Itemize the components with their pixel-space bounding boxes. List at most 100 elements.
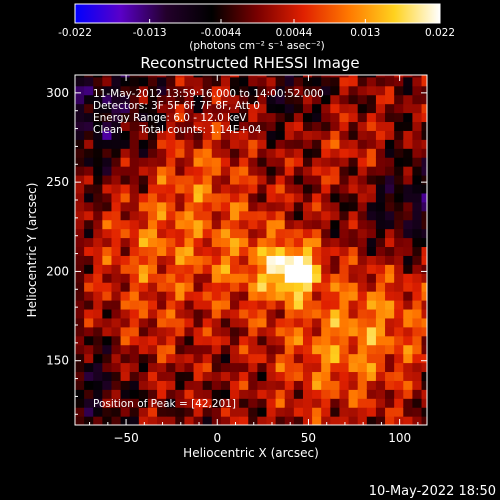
heatmap-cell <box>157 246 167 256</box>
heatmap-cell <box>248 326 258 337</box>
heatmap-cell <box>421 228 427 239</box>
heatmap-cell <box>348 192 359 203</box>
heatmap-cell <box>421 192 427 203</box>
heatmap-cell <box>202 139 213 149</box>
heatmap-cell <box>239 175 249 185</box>
heatmap-cell <box>266 282 277 292</box>
heatmap-cell <box>284 362 295 373</box>
heatmap-cell <box>266 76 277 87</box>
heatmap-cell <box>330 157 341 167</box>
heatmap-cell <box>84 148 94 158</box>
heatmap-cell <box>375 201 386 212</box>
heatmap-cell <box>230 371 240 381</box>
heatmap-cell <box>138 130 149 140</box>
heatmap-cell <box>157 166 167 176</box>
heatmap-cell <box>302 228 313 239</box>
heatmap-cell <box>111 85 122 96</box>
heatmap-cell <box>120 166 131 176</box>
heatmap-cell <box>403 326 414 337</box>
heatmap-cell <box>138 175 149 185</box>
heatmap-cell <box>166 398 176 408</box>
heatmap-cell <box>348 210 359 221</box>
heatmap-cell <box>220 344 231 355</box>
heatmap-cell <box>75 246 85 256</box>
heatmap-cell <box>394 76 404 87</box>
heatmap-cell <box>129 398 140 408</box>
heatmap-cell <box>111 228 122 239</box>
heatmap-cell <box>385 317 395 328</box>
heatmap-cell <box>147 219 158 230</box>
heatmap-cell <box>348 121 359 131</box>
heatmap-cell <box>385 273 395 283</box>
heatmap-cell <box>102 344 113 355</box>
heatmap-cell <box>202 237 213 248</box>
heatmap-cell <box>284 103 295 114</box>
heatmap-cell <box>357 380 368 390</box>
heatmap-cell <box>257 103 268 114</box>
heatmap-cell <box>257 183 268 194</box>
heatmap-cell <box>375 139 386 149</box>
heatmap-cell <box>193 175 204 185</box>
heatmap-cell <box>366 228 377 239</box>
heatmap-cell <box>284 210 295 221</box>
heatmap-cell <box>184 380 195 390</box>
heatmap-cell <box>175 308 186 319</box>
heatmap-cell <box>266 139 277 149</box>
heatmap-cell <box>321 157 331 167</box>
heatmap-cell <box>302 103 313 114</box>
heatmap-cell <box>412 308 423 319</box>
heatmap-cell <box>412 219 423 230</box>
heatmap-cell <box>339 326 350 337</box>
heatmap-cell <box>348 407 359 417</box>
heatmap-cell <box>257 166 268 176</box>
heatmap-cell <box>403 157 414 167</box>
heatmap-cell <box>193 139 204 149</box>
heatmap-cell <box>175 371 186 381</box>
heatmap-cell <box>394 246 404 256</box>
heatmap-cell <box>239 335 249 346</box>
heatmap-cell <box>147 389 158 399</box>
heatmap-cell <box>266 416 277 425</box>
heatmap-cell <box>138 353 149 364</box>
heatmap-cell <box>120 219 131 230</box>
heatmap-cell <box>366 237 377 248</box>
heatmap-cell <box>184 291 195 301</box>
heatmap-cell <box>348 219 359 230</box>
heatmap-cell <box>157 389 167 399</box>
heatmap-cell <box>111 75 122 78</box>
heatmap-cell <box>403 210 414 221</box>
heatmap-cell <box>111 94 122 105</box>
heatmap-cell <box>175 76 186 87</box>
heatmap-cell <box>266 219 277 230</box>
heatmap-cell <box>138 362 149 373</box>
heatmap-cell <box>284 273 295 283</box>
heatmap-cell <box>157 335 167 346</box>
heatmap-cell <box>230 308 240 319</box>
heatmap-cell <box>120 335 131 346</box>
heatmap-cell <box>348 326 359 337</box>
heatmap-cell <box>321 192 331 203</box>
heatmap-cell <box>375 237 386 248</box>
heatmap-cell <box>394 157 404 167</box>
heatmap-cell <box>220 255 231 265</box>
heatmap-cell <box>211 389 222 399</box>
heatmap-cell <box>166 192 176 203</box>
heatmap-cell <box>166 326 176 337</box>
heatmap-cell <box>321 148 331 158</box>
heatmap-cell <box>312 389 322 399</box>
heatmap-cell <box>239 112 249 123</box>
heatmap-cell <box>230 380 240 390</box>
heatmap-cell <box>239 75 249 78</box>
heatmap-cell <box>330 237 341 248</box>
heatmap-cell <box>220 237 231 248</box>
heatmap-cell <box>412 76 423 87</box>
heatmap-cell <box>102 210 113 221</box>
heatmap-cell <box>193 219 204 230</box>
heatmap-cell <box>293 362 304 373</box>
heatmap-cell <box>312 291 322 301</box>
heatmap-cell <box>312 362 322 373</box>
heatmap-cell <box>93 94 103 105</box>
heatmap-cell <box>266 273 277 283</box>
heatmap-cell <box>84 344 94 355</box>
heatmap-cell <box>421 75 427 78</box>
